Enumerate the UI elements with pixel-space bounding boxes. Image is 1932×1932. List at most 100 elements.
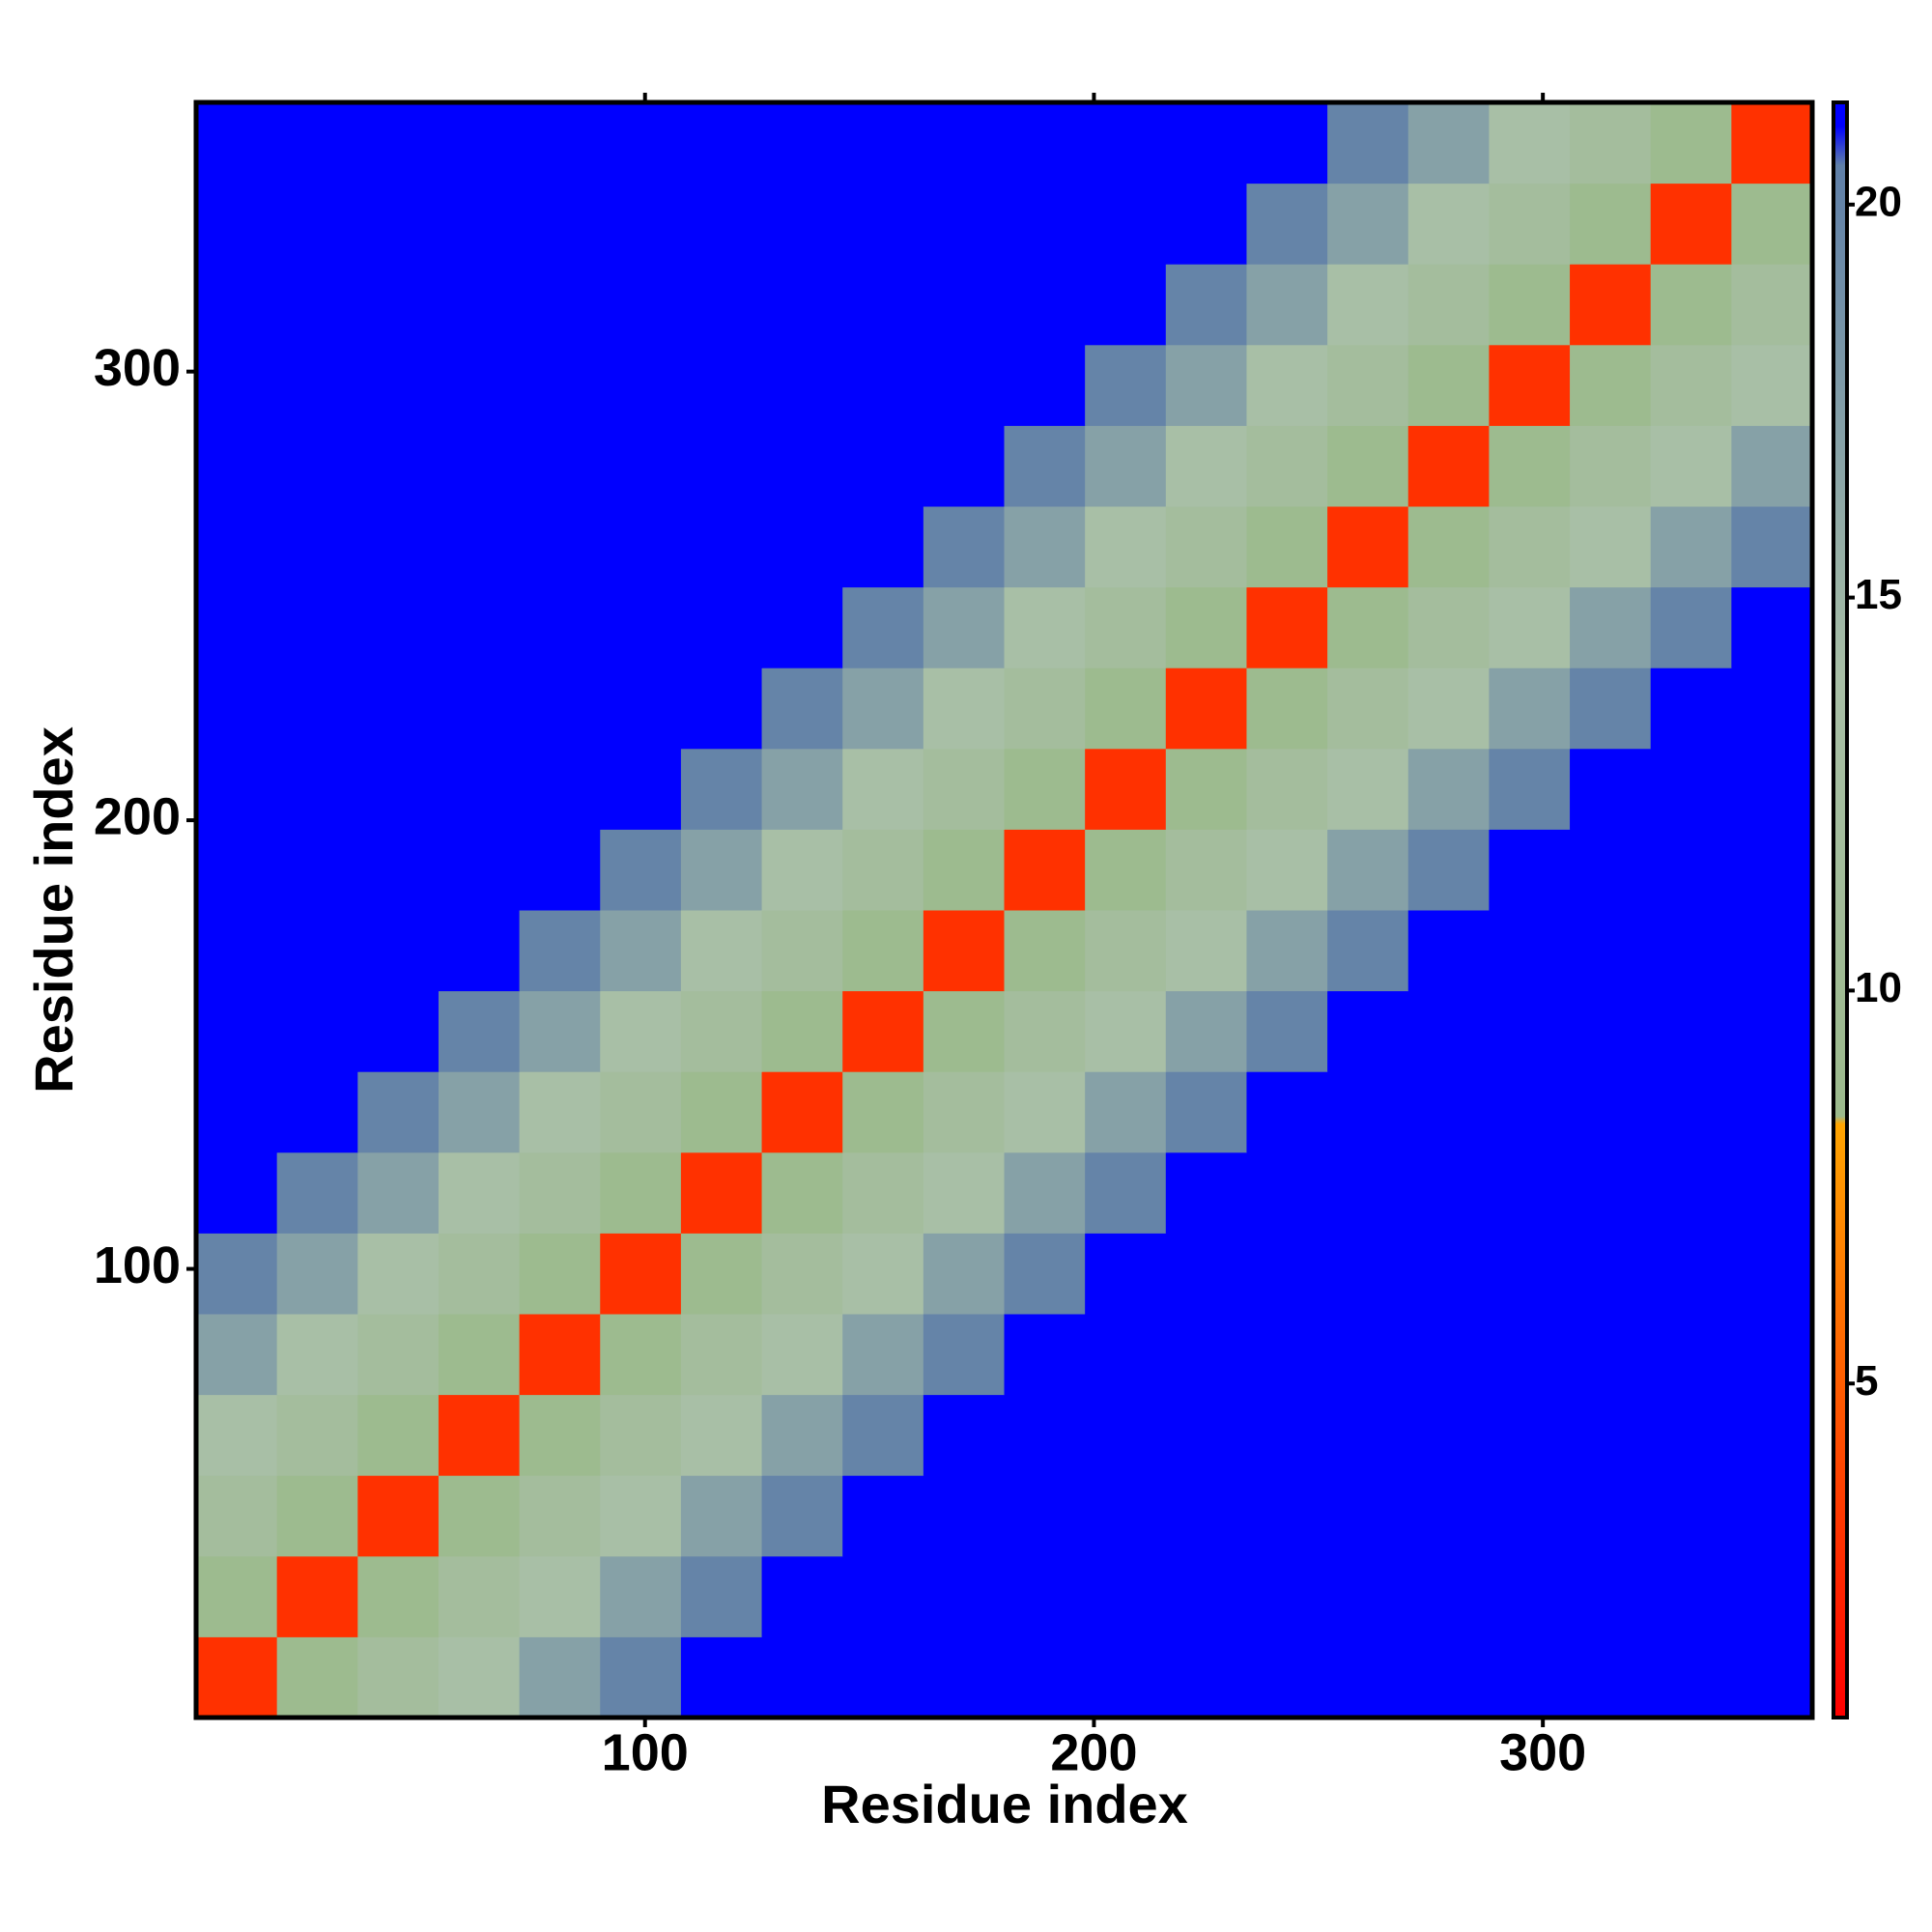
heatmap-cell [1407, 425, 1490, 507]
heatmap-cell [438, 344, 521, 426]
heatmap-cell [196, 829, 278, 911]
heatmap-cell [761, 264, 843, 346]
heatmap-cell [842, 425, 924, 507]
heatmap-cell [680, 1071, 763, 1153]
heatmap-cell [357, 1394, 440, 1476]
heatmap-cell [680, 1636, 763, 1719]
heatmap-cell [1570, 668, 1652, 750]
x-tick-label: 300 [1499, 1723, 1586, 1781]
heatmap-cell [519, 1636, 601, 1719]
heatmap-cell [276, 1071, 358, 1153]
heatmap-cell [1650, 506, 1732, 588]
heatmap-cell [1731, 1233, 1813, 1315]
heatmap-cell [1085, 668, 1167, 750]
heatmap-cell [761, 1636, 843, 1719]
heatmap-cell [1489, 990, 1571, 1072]
heatmap-cell [1407, 990, 1490, 1072]
heatmap-cell [1004, 586, 1086, 668]
heatmap-cell [1004, 344, 1086, 426]
heatmap-cell [1327, 264, 1409, 346]
heatmap-cell [1327, 1475, 1409, 1557]
heatmap-cell [923, 829, 1005, 911]
heatmap-cell [438, 910, 521, 992]
heatmap-cell [1327, 1071, 1409, 1153]
heatmap-cell [1731, 910, 1813, 992]
heatmap-cell [761, 1475, 843, 1557]
heatmap-cell [519, 1314, 601, 1396]
y-tick-label: 100 [94, 1236, 181, 1294]
heatmap-cell [1407, 1394, 1490, 1476]
heatmap-cell [1085, 344, 1167, 426]
heatmap-cell [1570, 425, 1652, 507]
heatmap-cell [196, 425, 278, 507]
heatmap-cell [1731, 425, 1813, 507]
heatmap-cell [1570, 183, 1652, 265]
heatmap-cell [276, 1394, 358, 1476]
heatmap-cell [519, 506, 601, 588]
heatmap-cell [1085, 1314, 1167, 1396]
heatmap-cell [842, 344, 924, 426]
x-tick-label: 100 [602, 1723, 689, 1781]
heatmap-cell [680, 425, 763, 507]
heatmap-cell [923, 1555, 1005, 1637]
heatmap-cell [357, 910, 440, 992]
heatmap-cell [1650, 1314, 1732, 1396]
heatmap-cell [842, 829, 924, 911]
heatmap-cell [519, 1394, 601, 1476]
heatmap-cell [1165, 506, 1247, 588]
heatmap-cell [1489, 425, 1571, 507]
heatmap-cell [1731, 183, 1813, 265]
heatmap-cell [438, 1151, 521, 1234]
heatmap-cell [276, 102, 358, 185]
heatmap-cell [1327, 344, 1409, 426]
y-tick-label: 300 [94, 339, 181, 397]
heatmap-cell [842, 668, 924, 750]
heatmap-cell [196, 668, 278, 750]
heatmap-cell [438, 425, 521, 507]
heatmap-cell [357, 1314, 440, 1396]
heatmap-cell [1489, 829, 1571, 911]
heatmap-cell [923, 748, 1005, 830]
heatmap-cell [1650, 1636, 1732, 1719]
heatmap-cell [519, 1555, 601, 1637]
heatmap-cell [438, 1636, 521, 1719]
heatmap-cell [680, 1555, 763, 1637]
heatmap-cell [1489, 586, 1571, 668]
heatmap-cell [1489, 506, 1571, 588]
heatmap-cell [276, 1636, 358, 1719]
heatmap-cell [1731, 1394, 1813, 1476]
heatmap-cell [761, 1151, 843, 1234]
heatmap-cell [761, 183, 843, 265]
heatmap-cell [1489, 1151, 1571, 1234]
heatmap-cell [1650, 102, 1732, 185]
heatmap-cell [1731, 1636, 1813, 1719]
heatmap-cell [1650, 1071, 1732, 1153]
heatmap-cell [1004, 829, 1086, 911]
heatmap-cell [1570, 102, 1652, 185]
heatmap-cell [276, 506, 358, 588]
heatmap-cell [1004, 1314, 1086, 1396]
heatmap-cell [680, 1314, 763, 1396]
heatmap-cell [680, 990, 763, 1072]
heatmap-cell [1407, 1475, 1490, 1557]
heatmap-cell [357, 344, 440, 426]
heatmap-cell [1650, 183, 1732, 265]
heatmap-cell [600, 102, 682, 185]
heatmap-cell [1489, 102, 1571, 185]
heatmap-cell [842, 1555, 924, 1637]
heatmap-cell [1004, 425, 1086, 507]
heatmap-cell [1246, 425, 1328, 507]
heatmap-cell [1165, 1636, 1247, 1719]
heatmap-cell [519, 829, 601, 911]
heatmap-cell [1650, 425, 1732, 507]
heatmap-cell [1085, 748, 1167, 830]
heatmap-cell [519, 1071, 601, 1153]
heatmap-cell [1246, 1314, 1328, 1396]
heatmap-cell [276, 264, 358, 346]
heatmap-cell [1570, 1475, 1652, 1557]
heatmap-cell [1731, 1555, 1813, 1637]
heatmap-cell [1085, 990, 1167, 1072]
heatmap-cell [1570, 1151, 1652, 1234]
heatmap-cell [1004, 748, 1086, 830]
heatmap-cell [761, 1394, 843, 1476]
